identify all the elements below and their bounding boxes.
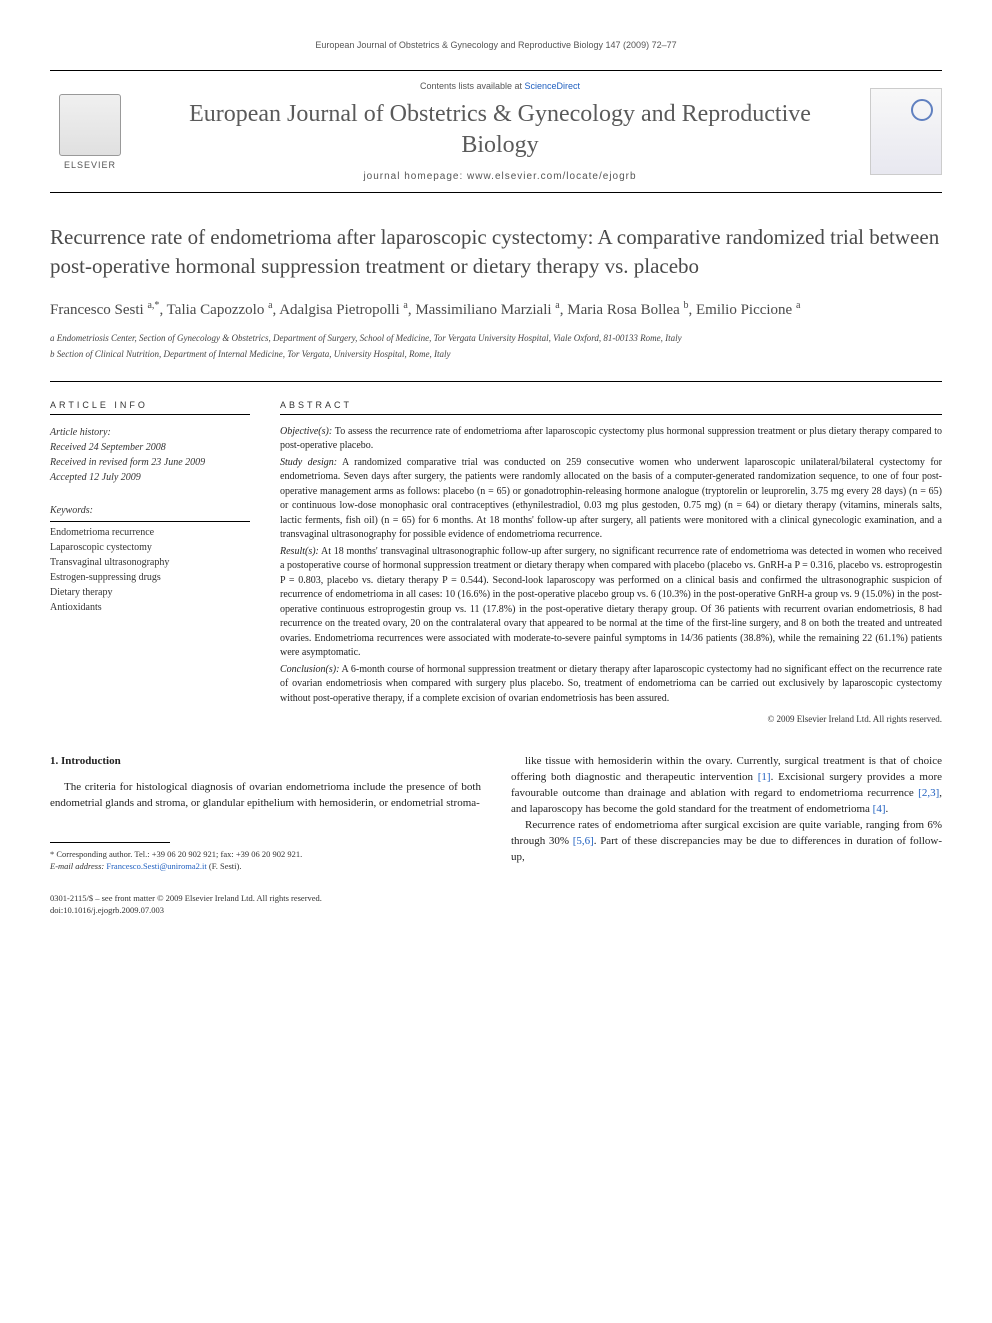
history-revised: Received in revised form 23 June 2009 xyxy=(50,455,250,470)
body-left-column: 1. Introduction The criteria for histolo… xyxy=(50,754,481,916)
article-info-heading: ARTICLE INFO xyxy=(50,400,250,415)
footnote-separator xyxy=(50,842,170,843)
journal-name: European Journal of Obstetrics & Gynecol… xyxy=(150,99,850,161)
abstract-copyright: © 2009 Elsevier Ireland Ltd. All rights … xyxy=(280,714,942,724)
objective-text: To assess the recurrence rate of endomet… xyxy=(280,426,942,452)
keyword: Transvaginal ultrasonography xyxy=(50,555,250,570)
front-matter-line: 0301-2115/$ – see front matter © 2009 El… xyxy=(50,893,481,917)
intro-heading: 1. Introduction xyxy=(50,754,481,770)
elsevier-tree-icon xyxy=(59,94,121,156)
corresponding-author-footnote: * Corresponding author. Tel.: +39 06 20 … xyxy=(50,849,481,873)
results-text: At 18 months' transvaginal ultrasonograp… xyxy=(280,546,942,659)
history-received: Received 24 September 2008 xyxy=(50,440,250,455)
corr-author-line: * Corresponding author. Tel.: +39 06 20 … xyxy=(50,849,481,861)
journal-homepage: journal homepage: www.elsevier.com/locat… xyxy=(150,171,850,182)
design-head: Study design: xyxy=(280,457,337,468)
email-label: E-mail address: xyxy=(50,861,104,871)
abstract-heading: ABSTRACT xyxy=(280,400,942,415)
info-abstract-row: ARTICLE INFO Article history: Received 2… xyxy=(50,381,942,725)
results-head: Result(s): xyxy=(280,546,319,557)
keyword: Laparoscopic cystectomy xyxy=(50,540,250,555)
article-info-column: ARTICLE INFO Article history: Received 2… xyxy=(50,400,250,725)
affiliation-a: a Endometriosis Center, Section of Gynec… xyxy=(50,332,942,345)
article-title: Recurrence rate of endometrioma after la… xyxy=(50,223,942,280)
conclusion-text: A 6-month course of hormonal suppression… xyxy=(280,664,942,704)
abstract-text: Objective(s): To assess the recurrence r… xyxy=(280,425,942,707)
keywords-block: Keywords: Endometrioma recurrence Laparo… xyxy=(50,503,250,615)
body-two-column: 1. Introduction The criteria for histolo… xyxy=(50,754,942,916)
journal-cover-thumbnail xyxy=(870,88,942,175)
body-right-column: like tissue with hemosiderin within the … xyxy=(511,754,942,916)
keywords-label: Keywords: xyxy=(50,503,250,522)
history-label: Article history: xyxy=(50,425,250,440)
sciencedirect-link[interactable]: ScienceDirect xyxy=(525,81,581,91)
affiliation-b: b Section of Clinical Nutrition, Departm… xyxy=(50,348,942,361)
keyword: Estrogen-suppressing drugs xyxy=(50,570,250,585)
keyword: Antioxidants xyxy=(50,600,250,615)
email-suffix: (F. Sesti). xyxy=(207,861,242,871)
conclusion-head: Conclusion(s): xyxy=(280,664,339,675)
journal-masthead: ELSEVIER Contents lists available at Sci… xyxy=(50,70,942,193)
issn-copyright: 0301-2115/$ – see front matter © 2009 El… xyxy=(50,893,481,905)
publisher-name: ELSEVIER xyxy=(64,160,116,170)
running-header: European Journal of Obstetrics & Gynecol… xyxy=(50,40,942,50)
corr-email-link[interactable]: Francesco.Sesti@uniroma2.it xyxy=(106,861,206,871)
objective-head: Objective(s): xyxy=(280,426,332,437)
elsevier-logo: ELSEVIER xyxy=(50,87,130,177)
contents-prefix: Contents lists available at xyxy=(420,81,525,91)
intro-paragraph-right-2: Recurrence rates of endometrioma after s… xyxy=(511,818,942,866)
keyword: Endometrioma recurrence xyxy=(50,525,250,540)
masthead-center: Contents lists available at ScienceDirec… xyxy=(150,81,850,182)
article-history: Article history: Received 24 September 2… xyxy=(50,425,250,485)
design-text: A randomized comparative trial was condu… xyxy=(280,457,942,541)
intro-paragraph-left: The criteria for histological diagnosis … xyxy=(50,780,481,812)
keyword: Dietary therapy xyxy=(50,585,250,600)
history-accepted: Accepted 12 July 2009 xyxy=(50,470,250,485)
contents-available-line: Contents lists available at ScienceDirec… xyxy=(150,81,850,91)
authors-list: Francesco Sesti a,*, Talia Capozzolo a, … xyxy=(50,298,942,322)
abstract-column: ABSTRACT Objective(s): To assess the rec… xyxy=(280,400,942,725)
intro-paragraph-right-1: like tissue with hemosiderin within the … xyxy=(511,754,942,818)
doi-line: doi:10.1016/j.ejogrb.2009.07.003 xyxy=(50,905,481,917)
